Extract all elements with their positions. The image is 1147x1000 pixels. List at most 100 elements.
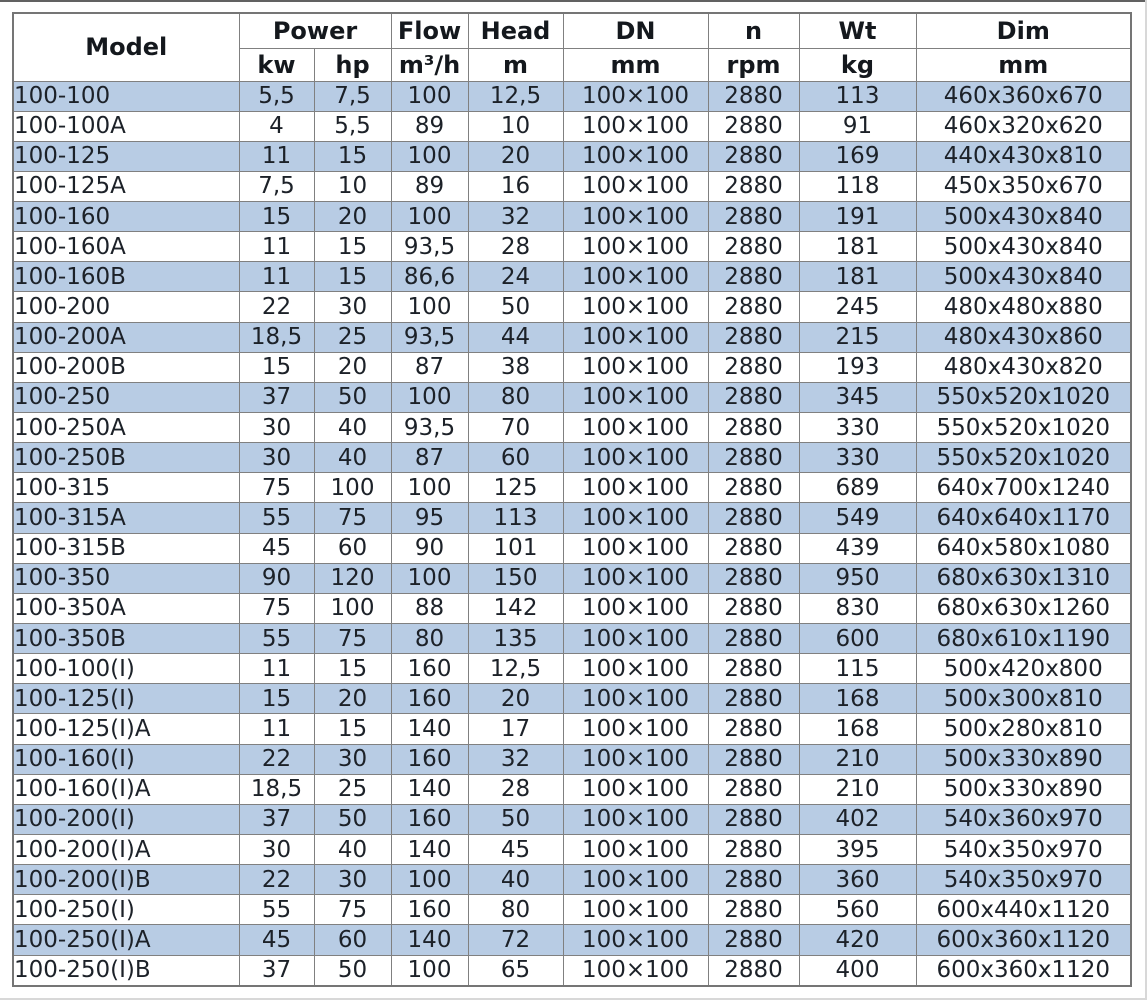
cell-flow: 88 bbox=[390, 592, 469, 625]
unit-header-head: m bbox=[467, 47, 564, 82]
cell-dim: 460x360x670 bbox=[915, 80, 1132, 112]
cell-hp: 60 bbox=[313, 924, 392, 956]
cell-n: 2880 bbox=[707, 623, 800, 655]
cell-wt: 191 bbox=[798, 201, 917, 233]
header-row-units: kw hp m³/h m mm rpm kg mm bbox=[13, 47, 1132, 82]
cell-flow: 160 bbox=[390, 894, 469, 926]
cell-dn: 100×100 bbox=[562, 562, 709, 594]
cell-dim: 500x300x810 bbox=[915, 683, 1132, 715]
cell-dim: 640x640x1170 bbox=[915, 502, 1132, 534]
table-header: Model Power Flow Head DN n Wt Dim kw hp … bbox=[12, 12, 1132, 82]
cell-flow: 140 bbox=[390, 713, 469, 745]
cell-hp: 75 bbox=[313, 623, 392, 655]
cell-dim: 500x330x890 bbox=[915, 773, 1132, 805]
cell-head: 16 bbox=[467, 170, 564, 203]
cell-head: 32 bbox=[467, 201, 564, 233]
cell-flow: 100 bbox=[390, 472, 469, 504]
cell-dn: 100×100 bbox=[562, 834, 709, 866]
cell-dim: 500x430x840 bbox=[915, 261, 1132, 293]
pump-spec-table: Model Power Flow Head DN n Wt Dim kw hp … bbox=[12, 12, 1132, 987]
cell-head: 113 bbox=[467, 502, 564, 534]
table-row: 100-200B 15 20 87 38 100×100 2880 193 480x430x82… bbox=[12, 351, 1132, 383]
cell-kw: 15 bbox=[238, 683, 315, 715]
cell-dim: 500x430x840 bbox=[915, 231, 1132, 263]
cell-dn: 100×100 bbox=[562, 803, 709, 836]
unit-header-n: rpm bbox=[707, 47, 800, 82]
cell-n: 2880 bbox=[707, 954, 800, 987]
top-edge-line bbox=[0, 0, 1147, 2]
cell-hp: 60 bbox=[313, 532, 392, 564]
cell-kw: 15 bbox=[238, 201, 315, 233]
cell-kw: 55 bbox=[238, 623, 315, 655]
cell-flow: 87 bbox=[390, 442, 469, 474]
cell-dim: 600x440x1120 bbox=[915, 894, 1132, 926]
col-header-wt: Wt bbox=[798, 12, 917, 49]
table-row: 100-250A 30 40 93,5 70 100×100 2880 330 550x520x… bbox=[12, 412, 1132, 444]
table-row: 100-200 22 30 100 50 100×100 2880 245 480x480x88… bbox=[12, 291, 1132, 323]
cell-kw: 18,5 bbox=[238, 773, 315, 805]
cell-model: 100-160(I)A bbox=[12, 773, 240, 805]
table-row: 100-200(I)A 30 40 140 45 100×100 2880 395 540x35… bbox=[12, 834, 1132, 866]
cell-model: 100-315B bbox=[12, 532, 240, 564]
cell-hp: 25 bbox=[313, 321, 392, 353]
cell-model: 100-160(I) bbox=[12, 743, 240, 775]
cell-model: 100-200(I) bbox=[12, 803, 240, 836]
cell-kw: 11 bbox=[238, 713, 315, 745]
cell-flow: 86,6 bbox=[390, 261, 469, 293]
cell-kw: 55 bbox=[238, 502, 315, 534]
cell-dim: 480x430x820 bbox=[915, 351, 1132, 383]
cell-dn: 100×100 bbox=[562, 231, 709, 263]
header-row-titles: Model Power Flow Head DN n Wt Dim bbox=[12, 12, 1132, 82]
cell-head: 65 bbox=[467, 954, 564, 987]
cell-wt: 549 bbox=[798, 502, 917, 534]
cell-wt: 115 bbox=[798, 653, 917, 685]
table-row: 100-160A 11 15 93,5 28 100×100 2880 181 500x430x… bbox=[12, 231, 1132, 263]
cell-wt: 91 bbox=[798, 110, 917, 142]
cell-flow: 87 bbox=[390, 351, 469, 383]
unit-header-dim: mm bbox=[915, 47, 1132, 82]
cell-flow: 140 bbox=[390, 924, 469, 956]
cell-head: 50 bbox=[467, 803, 564, 836]
cell-n: 2880 bbox=[707, 442, 800, 474]
cell-hp: 20 bbox=[313, 683, 392, 715]
cell-wt: 360 bbox=[798, 864, 917, 896]
table-row: 100-315B 45 60 90 101 100×100 2880 439 640x580x1… bbox=[12, 532, 1132, 564]
cell-wt: 560 bbox=[798, 894, 917, 926]
cell-model: 100-200(I)B bbox=[12, 864, 240, 896]
cell-dim: 640x580x1080 bbox=[915, 532, 1132, 564]
cell-n: 2880 bbox=[707, 713, 800, 745]
table-row: 100-315A 55 75 95 113 100×100 2880 549 640x640x1… bbox=[12, 502, 1132, 534]
cell-hp: 30 bbox=[313, 864, 392, 896]
cell-head: 28 bbox=[467, 773, 564, 805]
cell-kw: 30 bbox=[238, 412, 315, 444]
right-edge-line bbox=[1145, 0, 1147, 1000]
cell-dn: 100×100 bbox=[562, 653, 709, 685]
cell-hp: 25 bbox=[313, 773, 392, 805]
cell-model: 100-160 bbox=[12, 201, 240, 233]
cell-flow: 93,5 bbox=[390, 231, 469, 263]
cell-kw: 37 bbox=[238, 381, 315, 414]
cell-n: 2880 bbox=[707, 80, 800, 112]
cell-model: 100-250B bbox=[12, 442, 240, 474]
table-row: 100-100A 4 5,5 89 10 100×100 2880 91 460x320x620 bbox=[12, 110, 1132, 142]
table-row: 100-200(I) 37 50 160 50 100×100 2880 402 540x360… bbox=[12, 803, 1132, 836]
cell-flow: 160 bbox=[390, 743, 469, 775]
table-body: 100-100 5,5 7,5 100 12,5 100×100 2880 113 460x36… bbox=[12, 80, 1132, 987]
cell-n: 2880 bbox=[707, 532, 800, 564]
cell-flow: 100 bbox=[390, 140, 469, 172]
cell-head: 12,5 bbox=[467, 80, 564, 112]
cell-hp: 10 bbox=[313, 170, 392, 203]
cell-wt: 193 bbox=[798, 351, 917, 383]
cell-dn: 100×100 bbox=[562, 894, 709, 926]
cell-model: 100-250(I) bbox=[12, 894, 240, 926]
cell-flow: 100 bbox=[390, 562, 469, 594]
cell-n: 2880 bbox=[707, 201, 800, 233]
cell-model: 100-160B bbox=[12, 261, 240, 293]
cell-head: 20 bbox=[467, 683, 564, 715]
cell-dim: 680x610x1190 bbox=[915, 623, 1132, 655]
cell-head: 50 bbox=[467, 291, 564, 323]
cell-n: 2880 bbox=[707, 170, 800, 203]
cell-model: 100-200B bbox=[12, 351, 240, 383]
unit-header-kw: kw bbox=[238, 47, 315, 82]
